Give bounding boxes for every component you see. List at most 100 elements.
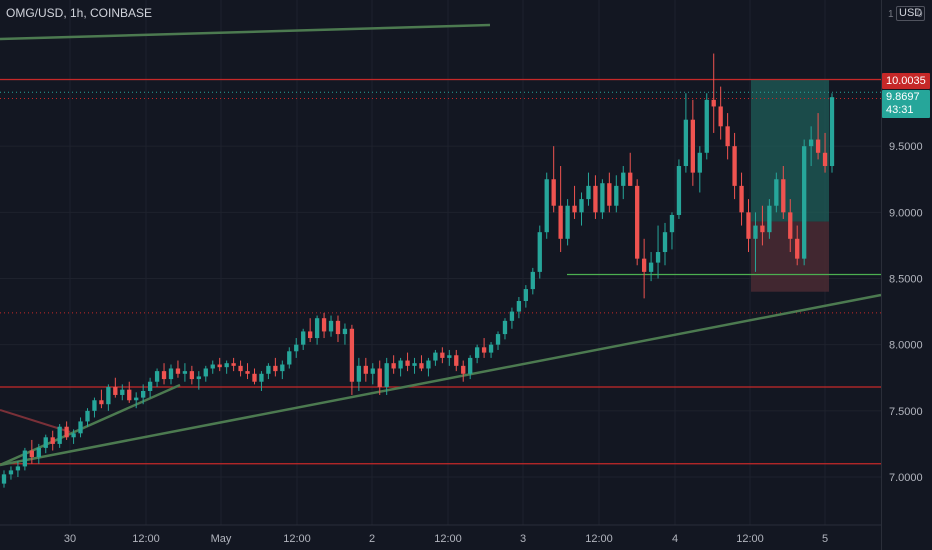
candle-up bbox=[704, 93, 709, 160]
candle-up bbox=[488, 342, 494, 358]
candle-up bbox=[808, 126, 814, 167]
candle-up bbox=[433, 349, 438, 366]
candle-body bbox=[398, 360, 403, 369]
x-tick-label: 12:00 bbox=[736, 533, 764, 545]
candle-down bbox=[391, 355, 396, 374]
candle-body bbox=[175, 368, 181, 374]
candle-body bbox=[36, 447, 41, 458]
candle-body bbox=[718, 106, 723, 127]
bar-countdown: 43:31 bbox=[886, 104, 914, 116]
candle-down bbox=[635, 179, 640, 266]
candle-up bbox=[154, 368, 160, 388]
candle-up bbox=[676, 159, 682, 219]
currency-selector[interactable]: USD bbox=[896, 6, 926, 21]
candles-series bbox=[1, 53, 835, 488]
candle-body bbox=[273, 365, 278, 372]
candle-down bbox=[189, 365, 195, 385]
candle-body bbox=[134, 397, 139, 401]
candle-down bbox=[711, 53, 716, 133]
candle-body bbox=[523, 289, 529, 301]
candle-down bbox=[607, 172, 612, 213]
axis-corner-left: 1 bbox=[888, 9, 894, 20]
candle-body bbox=[29, 450, 34, 458]
candle-body bbox=[760, 225, 765, 233]
candle-down bbox=[725, 113, 730, 160]
candle-body bbox=[829, 97, 835, 167]
candle-body bbox=[697, 152, 702, 173]
candle-body bbox=[676, 166, 682, 215]
candle-up bbox=[662, 222, 668, 266]
candle-up bbox=[15, 461, 21, 477]
candle-body bbox=[655, 252, 661, 263]
candle-up bbox=[224, 360, 229, 374]
candle-body bbox=[419, 363, 424, 369]
x-tick-label: 12:00 bbox=[283, 533, 311, 545]
candle-body bbox=[99, 400, 104, 405]
candle-down bbox=[349, 324, 355, 395]
candle-body bbox=[252, 373, 257, 382]
candle-down bbox=[781, 166, 786, 219]
candle-up bbox=[802, 139, 807, 266]
candle-up bbox=[43, 434, 48, 454]
candle-up bbox=[398, 357, 403, 377]
candle-body bbox=[147, 381, 153, 391]
candle-body bbox=[481, 347, 487, 353]
candle-body bbox=[774, 179, 779, 206]
candle-up bbox=[182, 363, 188, 382]
candle-body bbox=[1, 474, 7, 484]
chart-grid bbox=[0, 0, 881, 525]
candle-up bbox=[106, 384, 111, 411]
candle-up bbox=[78, 417, 83, 438]
x-tick-label: 12:00 bbox=[434, 533, 462, 545]
candle-down bbox=[795, 225, 800, 266]
candle-body bbox=[391, 363, 396, 369]
candle-up bbox=[85, 408, 90, 427]
candle-body bbox=[641, 258, 647, 272]
candle-up bbox=[370, 363, 375, 385]
candle-body bbox=[725, 126, 730, 147]
candle-body bbox=[628, 172, 633, 186]
candle-body bbox=[690, 119, 695, 173]
candle-up bbox=[829, 93, 835, 173]
candle-body bbox=[238, 365, 243, 372]
candle-body bbox=[426, 360, 431, 369]
candle-body bbox=[141, 390, 146, 398]
candle-up bbox=[314, 315, 320, 345]
candle-body bbox=[154, 371, 160, 382]
candle-body bbox=[321, 318, 327, 332]
x-tick-label: 30 bbox=[64, 533, 76, 545]
candle-up bbox=[203, 365, 208, 382]
candle-down bbox=[822, 132, 828, 173]
resistance-price-badge: 10.0035 bbox=[882, 73, 930, 89]
candle-body bbox=[314, 318, 320, 339]
candle-body bbox=[245, 371, 250, 374]
candle-body bbox=[516, 300, 522, 312]
candle-body bbox=[593, 185, 598, 213]
candle-down bbox=[161, 363, 167, 385]
candle-body bbox=[788, 212, 793, 239]
candle-body bbox=[106, 387, 111, 405]
candle-body bbox=[551, 179, 556, 206]
x-tick-label: May bbox=[211, 533, 232, 545]
candle-up bbox=[384, 357, 389, 395]
candle-up bbox=[530, 267, 535, 295]
candle-down bbox=[64, 421, 69, 440]
candle-down bbox=[335, 315, 341, 343]
time-axis: 30 12:00 May 12:00 2 12:00 3 12:00 4 12:00 5 bbox=[0, 524, 881, 545]
candle-down bbox=[419, 355, 424, 372]
candle-down bbox=[690, 99, 695, 186]
candle-body bbox=[203, 368, 208, 377]
candle-body bbox=[71, 433, 76, 438]
candle-up bbox=[259, 371, 264, 391]
candle-body bbox=[704, 99, 709, 153]
candle-body bbox=[537, 232, 542, 272]
candle-down bbox=[628, 152, 633, 186]
candle-body bbox=[335, 320, 341, 335]
candle-down bbox=[739, 172, 744, 226]
candle-body bbox=[662, 232, 668, 253]
candle-up bbox=[614, 175, 619, 213]
candle-body bbox=[614, 185, 619, 206]
y-tick-label: 8.5000 bbox=[889, 274, 923, 286]
candle-body bbox=[189, 371, 195, 380]
